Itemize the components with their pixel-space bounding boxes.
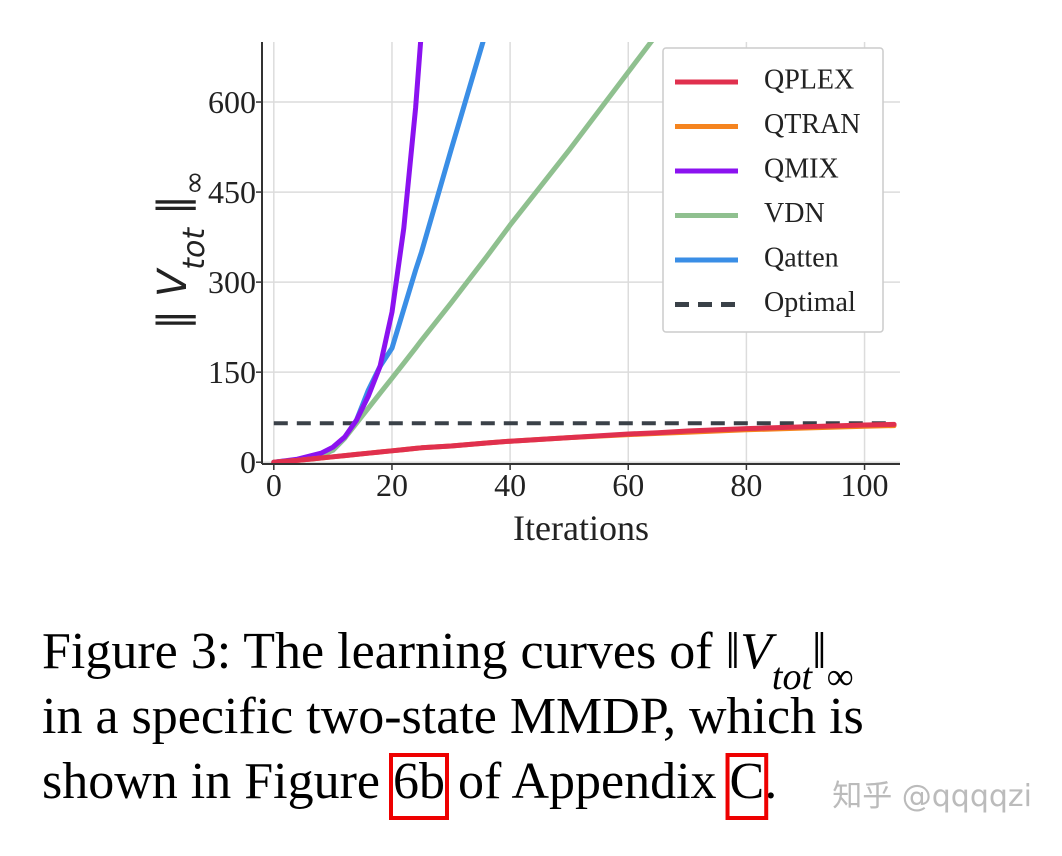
legend-label: VDN: [764, 198, 825, 229]
y-axis-label-part: V: [150, 267, 196, 297]
series-line: [271, 421, 897, 464]
legend-label: QTRAN: [764, 109, 860, 140]
caption-part: ∞: [827, 656, 854, 698]
y-axis-label-part: ‖: [150, 297, 196, 330]
caption-part: 6b: [393, 753, 445, 810]
caption-line: in a specific two-state MMDP, which is: [42, 688, 864, 745]
caption-part: tot: [772, 656, 814, 698]
series-line: [271, 42, 486, 464]
y-axis-label-part: tot: [177, 227, 212, 270]
caption-part: ‖: [812, 623, 827, 680]
caption-part: Figure 3: The learning curves of: [42, 623, 726, 680]
y-tick-label: 300: [208, 264, 256, 300]
x-tick-label: 0: [266, 467, 282, 503]
y-tick-label: 600: [208, 84, 256, 120]
legend-label: Optimal: [764, 287, 856, 318]
caption-line: shown in Figure 6b of Appendix C.: [42, 753, 777, 810]
series-line: [271, 423, 897, 464]
y-tick-label: 150: [208, 354, 256, 390]
caption-part: V: [740, 623, 777, 680]
plot-area: [271, 42, 897, 464]
watermark: 知乎 @qqqqzi: [832, 779, 1032, 814]
x-axis-label: Iterations: [513, 508, 649, 548]
caption-part: shown in Figure: [42, 753, 393, 810]
y-axis-label-part: ‖: [150, 195, 196, 228]
y-axis-label: ‖ Vtot ‖∞: [150, 170, 212, 330]
x-tick-label: 60: [612, 467, 644, 503]
series-line: [271, 42, 424, 464]
legend-label: QPLEX: [764, 64, 854, 95]
y-axis-label-part: ∞: [177, 170, 212, 195]
y-tick-label: 0: [240, 444, 256, 480]
caption-part: ‖: [726, 623, 741, 680]
x-tick-label: 100: [841, 467, 889, 503]
caption-part: in a specific two-state MMDP, which is: [42, 688, 864, 745]
y-tick-label: 450: [208, 174, 256, 210]
x-tick-label: 20: [376, 467, 408, 503]
caption-part: of Appendix: [445, 753, 730, 810]
link-box: [725, 753, 769, 820]
link-box: [389, 753, 449, 820]
x-tick-label: 40: [494, 467, 526, 503]
caption-part: C: [730, 753, 765, 810]
legend-label: Qatten: [764, 242, 839, 273]
x-tick-label: 80: [730, 467, 762, 503]
caption-line: Figure 3: The learning curves of ‖Vtot‖∞: [42, 623, 854, 698]
legend-label: QMIX: [764, 153, 839, 184]
